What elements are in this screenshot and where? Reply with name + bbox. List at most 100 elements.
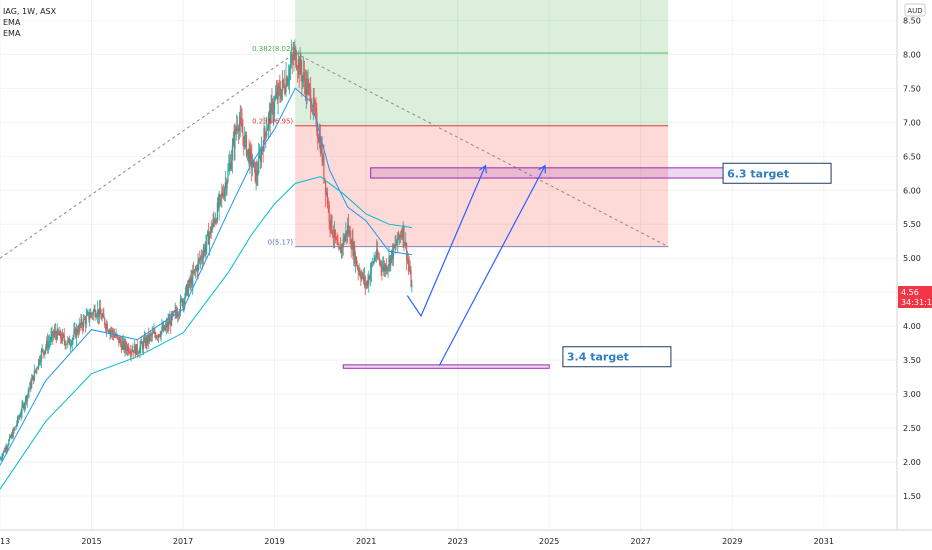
- candle-down: [404, 242, 406, 246]
- candle-down: [63, 335, 65, 341]
- candle-up: [10, 434, 13, 438]
- candle-up: [0, 458, 2, 460]
- candle-down: [43, 352, 45, 354]
- candle-up: [230, 159, 233, 170]
- candle-down: [155, 334, 157, 339]
- y-tick-label: 7.50: [903, 84, 921, 93]
- candle-down: [118, 336, 120, 344]
- candle-down: [55, 334, 57, 340]
- candle-down: [54, 330, 57, 335]
- projection-arrows: [406, 167, 544, 366]
- candle-up: [285, 78, 287, 93]
- candle-up: [402, 225, 404, 238]
- candle-up: [69, 344, 72, 346]
- candle-down: [395, 244, 397, 246]
- target-label: 3.4 target: [567, 351, 629, 364]
- x-tick-label: 2017: [173, 537, 193, 546]
- candle-down: [220, 195, 222, 197]
- candle-down: [306, 78, 308, 94]
- candle-down: [199, 259, 201, 260]
- candle-up: [320, 144, 322, 153]
- candle-up: [333, 229, 336, 238]
- candle-up: [71, 339, 73, 345]
- candle-down: [81, 319, 83, 326]
- candle-up: [31, 375, 34, 380]
- candle-down: [200, 256, 203, 259]
- candle-up: [147, 334, 149, 344]
- candle-down: [376, 249, 379, 257]
- candle-up: [302, 76, 304, 82]
- candle-down: [76, 328, 79, 333]
- candle-up: [394, 244, 396, 248]
- candle-up: [169, 319, 171, 325]
- candle-down: [317, 138, 320, 143]
- candle-down: [235, 128, 237, 132]
- candle-down: [265, 132, 267, 137]
- candle-up: [325, 192, 328, 195]
- candle-up: [318, 136, 321, 143]
- candle-up: [290, 55, 292, 65]
- ema-slow-line: [0, 176, 412, 490]
- candle-up: [80, 319, 82, 326]
- price-axis[interactable]: 1.502.002.503.003.504.004.505.005.506.00…: [903, 16, 921, 501]
- candle-down: [193, 271, 195, 273]
- x-tick-label: 2019: [264, 537, 284, 546]
- candle-down: [378, 258, 380, 262]
- candle-down: [357, 267, 359, 272]
- candle-up: [353, 245, 355, 257]
- ema-legend-1[interactable]: EMA: [3, 18, 21, 27]
- candle-down: [125, 342, 127, 349]
- candle-down: [279, 87, 281, 96]
- candle-down: [131, 351, 133, 353]
- candle-up: [90, 313, 92, 318]
- candle-up: [28, 389, 30, 393]
- candle-up: [83, 318, 85, 328]
- candle-up: [145, 337, 147, 346]
- candle-down: [42, 349, 44, 353]
- candle-down: [321, 144, 323, 162]
- candle-down: [134, 345, 137, 355]
- candle-down: [317, 132, 319, 139]
- ema-legend-2[interactable]: EMA: [3, 29, 21, 38]
- candle-up: [9, 436, 11, 441]
- x-tick-label: 2013: [0, 537, 10, 546]
- candle-down: [385, 264, 387, 271]
- candle-up: [261, 148, 263, 150]
- candle-up: [390, 255, 392, 266]
- candle-up: [281, 89, 283, 99]
- candle-down: [329, 221, 331, 227]
- candle-down: [326, 192, 328, 205]
- candle-up: [387, 265, 389, 269]
- candle-up: [165, 323, 167, 327]
- candle-down: [410, 270, 412, 287]
- candle-up: [293, 51, 295, 60]
- candle-up: [95, 315, 97, 317]
- candle-up: [46, 340, 48, 348]
- candle-down: [225, 182, 227, 189]
- candle-up: [192, 271, 194, 286]
- candle-up: [205, 245, 207, 252]
- candle-up: [22, 404, 24, 406]
- candle-up: [185, 287, 187, 298]
- candle-down: [77, 332, 79, 334]
- candle-up: [4, 447, 6, 452]
- candle-up: [101, 316, 103, 320]
- candle-down: [183, 300, 185, 304]
- candle-down: [191, 277, 193, 286]
- candle-down: [97, 309, 100, 318]
- y-tick-label: 6.50: [903, 152, 921, 161]
- time-axis[interactable]: 2013 2015 2017 2019 2021 2023 2025 2027 2029 2031: [0, 537, 834, 546]
- projection-arrow: [406, 167, 485, 318]
- candle-up: [249, 148, 251, 165]
- candle-up: [216, 202, 218, 222]
- candle-down: [253, 161, 255, 163]
- candle-down: [163, 325, 166, 330]
- candle-up: [50, 335, 52, 341]
- currency-badge[interactable]: AUD: [907, 7, 922, 15]
- candle-up: [209, 227, 211, 235]
- candle-up: [89, 317, 91, 320]
- candle-up: [406, 259, 409, 261]
- candle-up: [198, 259, 200, 262]
- candle-up: [41, 349, 43, 351]
